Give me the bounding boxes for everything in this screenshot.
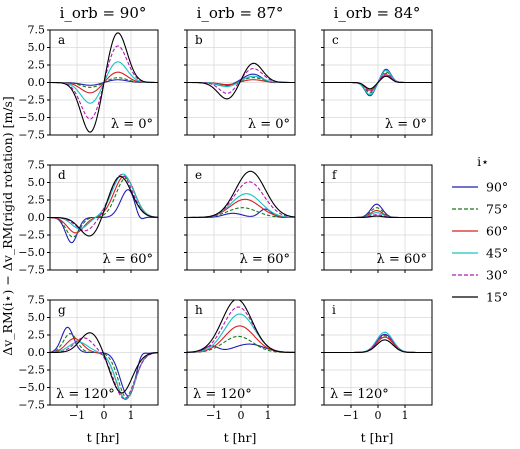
series-line-75deg <box>50 177 158 238</box>
panel-letter-g: g <box>58 303 66 317</box>
panel-e: e λ = 60° <box>184 164 296 273</box>
y-tick-label: 0.0 <box>28 211 46 224</box>
panel-i: −1 0 1 i λ = 120° <box>321 299 433 422</box>
x-tick-label: −1 <box>206 409 222 422</box>
series-line-15deg <box>324 339 432 354</box>
series-line-15deg <box>187 170 295 219</box>
column-title-2: i_orb = 87° <box>197 4 284 22</box>
panel-curves <box>324 68 432 97</box>
panel-letter-c: c <box>332 33 339 47</box>
panel-lambda-label: λ = 0° <box>111 117 153 132</box>
y-tick-label: −5.0 <box>18 246 45 259</box>
panel-letter-h: h <box>195 303 203 317</box>
panel-letter-i: i <box>332 303 336 317</box>
series-line-90deg <box>50 326 158 397</box>
y-tick-label: 0.0 <box>28 346 46 359</box>
y-tick-label: −7.5 <box>18 129 45 142</box>
x-axis-label-2: t [hr] <box>224 430 257 445</box>
panel-lambda-label: λ = 60° <box>377 252 427 267</box>
y-tick-label: 7.5 <box>28 159 46 172</box>
x-tick-label: −1 <box>69 409 85 422</box>
y-tick-label: −5.0 <box>18 111 45 124</box>
y-tick-label: −2.5 <box>18 229 45 242</box>
y-tick-label: 2.5 <box>28 194 46 207</box>
y-tick-label: 7.5 <box>28 294 46 307</box>
legend-label-90deg: 90° <box>486 180 508 195</box>
series-line-15deg <box>50 175 158 237</box>
panel-curves <box>50 173 158 244</box>
series-line-15deg <box>187 62 295 100</box>
panel-grid: −7.5 −5.0 −2.5 0.0 2.5 5.0 7.5 a λ = 0° b λ = 0° c λ… <box>18 24 433 422</box>
panel-lambda-label: λ = 60° <box>240 252 290 267</box>
y-tick-label: −7.5 <box>18 264 45 277</box>
panel-a: −7.5 −5.0 −2.5 0.0 2.5 5.0 7.5 a λ = 0° <box>18 24 159 142</box>
panel-h: −1 0 1 h λ = 120° <box>184 299 296 422</box>
panel-curves <box>324 203 432 219</box>
panel-curves <box>187 300 295 354</box>
x-tick-label: 0 <box>375 409 382 422</box>
panel-letter-d: d <box>58 168 66 182</box>
column-titles: i_orb = 90° i_orb = 87° i_orb = 84° <box>60 4 421 22</box>
panel-lambda-label: λ = 60° <box>103 252 153 267</box>
x-tick-label: 1 <box>128 409 135 422</box>
legend: i⋆ 90° 75° 60° 45° 30° 15° <box>452 154 508 305</box>
legend-label-30deg: 30° <box>486 268 508 283</box>
column-title-1: i_orb = 90° <box>60 4 147 22</box>
legend-label-45deg: 45° <box>486 246 508 261</box>
series-line-15deg <box>324 75 432 90</box>
series-line-30deg <box>50 337 158 400</box>
legend-title: i⋆ <box>477 154 489 169</box>
y-tick-label: −2.5 <box>18 94 45 107</box>
x-tick-label: −1 <box>343 409 359 422</box>
x-axis-label-1: t [hr] <box>87 430 120 445</box>
y-tick-label: 0.0 <box>28 76 46 89</box>
legend-label-75deg: 75° <box>486 202 508 217</box>
panel-lambda-label: λ = 0° <box>385 117 427 132</box>
y-tick-label: 2.5 <box>28 329 46 342</box>
panel-curves <box>50 32 158 133</box>
legend-label-60deg: 60° <box>486 224 508 239</box>
y-axis-label: Δv_RM(i⋆) − Δv_RM(rigid rotation) [m/s] <box>0 96 15 356</box>
panel-curves <box>324 331 432 354</box>
series-line-90deg <box>50 189 158 244</box>
y-tick-label: −2.5 <box>18 364 45 377</box>
y-tick-label: 2.5 <box>28 59 46 72</box>
series-line-15deg <box>50 32 158 133</box>
series-line-15deg <box>187 300 295 354</box>
y-tick-label: −7.5 <box>18 399 45 412</box>
panel-c: c λ = 0° <box>321 29 433 138</box>
panel-curves <box>50 326 158 400</box>
y-tick-label: 5.0 <box>28 41 46 54</box>
series-line-15deg <box>50 332 158 394</box>
y-tick-label: 5.0 <box>28 311 46 324</box>
y-tick-label: 7.5 <box>28 24 46 37</box>
panel-letter-f: f <box>332 168 338 182</box>
x-tick-label: 0 <box>101 409 108 422</box>
x-tick-label: 1 <box>265 409 272 422</box>
panel-lambda-label: λ = 120° <box>330 387 389 402</box>
panel-d: −7.5 −5.0 −2.5 0.0 2.5 5.0 7.5 d λ = 60° <box>18 159 159 277</box>
y-tick-label: −5.0 <box>18 381 45 394</box>
panel-letter-a: a <box>58 33 65 47</box>
y-tick-label: 5.0 <box>28 176 46 189</box>
panel-letter-b: b <box>195 33 203 47</box>
panel-curves <box>187 62 295 100</box>
panel-g: −1 0 1 −7.5 −5.0 −2.5 0.0 2.5 5.0 7.5 g λ = 120° <box>18 294 159 422</box>
legend-label-15deg: 15° <box>486 290 508 305</box>
panel-curves <box>187 170 295 219</box>
x-tick-label: 1 <box>402 409 409 422</box>
panel-letter-e: e <box>195 168 202 182</box>
panel-lambda-label: λ = 120° <box>193 387 252 402</box>
column-title-3: i_orb = 84° <box>334 4 421 22</box>
x-tick-label: 0 <box>238 409 245 422</box>
panel-lambda-label: λ = 120° <box>56 387 115 402</box>
panel-f: f λ = 60° <box>321 164 433 273</box>
series-line-15deg <box>324 215 432 219</box>
panel-b: b λ = 0° <box>184 29 296 138</box>
x-axis-label-3: t [hr] <box>361 430 394 445</box>
panel-lambda-label: λ = 0° <box>248 117 290 132</box>
